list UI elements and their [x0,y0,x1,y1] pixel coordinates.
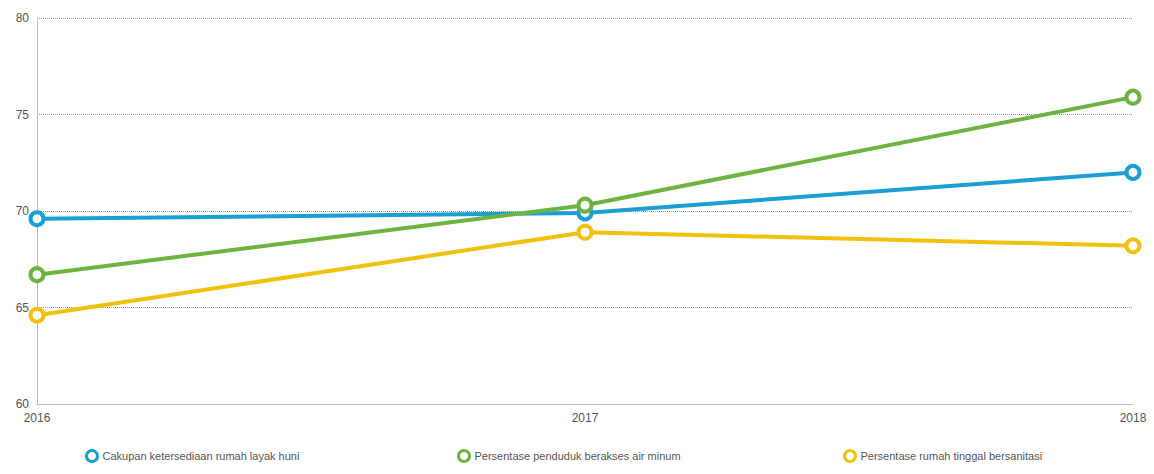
svg-text:60: 60 [16,397,30,411]
svg-text:2018: 2018 [1120,411,1147,425]
svg-text:Persentase rumah tinggal bersa: Persentase rumah tinggal bersanitasi [861,450,1043,462]
svg-text:70: 70 [16,204,30,218]
svg-text:Persentase penduduk berakses a: Persentase penduduk berakses air minum [475,450,681,462]
svg-text:Cakupan ketersediaan rumah lay: Cakupan ketersediaan rumah layak huni [103,450,300,462]
svg-text:80: 80 [16,11,30,25]
svg-text:2016: 2016 [24,411,51,425]
svg-text:2017: 2017 [572,411,599,425]
svg-text:65: 65 [16,301,30,315]
svg-text:75: 75 [16,108,30,122]
